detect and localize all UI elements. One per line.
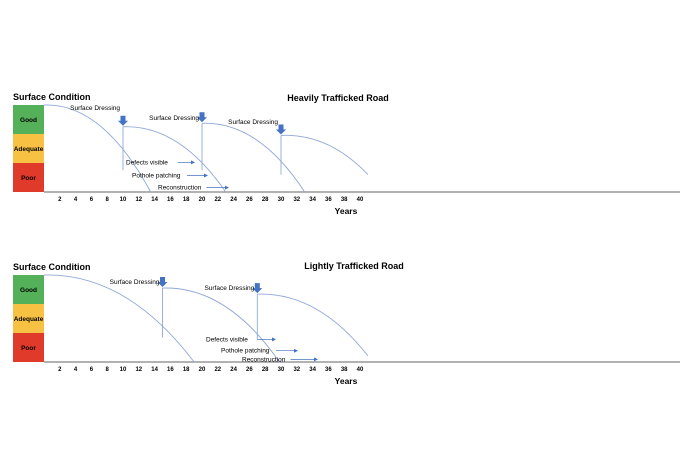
x-tick-label: 8 (106, 367, 110, 373)
lightly-trafficked-chart: Surface Condition Lightly Trafficked Road… (13, 261, 680, 386)
x-tick-label: 30 (278, 197, 285, 203)
y-axis-label: Surface Condition (13, 262, 91, 272)
down-arrow-icon (276, 124, 286, 135)
x-tick-label: 22 (214, 367, 221, 373)
x-axis-label: Years (335, 206, 358, 216)
annotation-label: Pothole patching (221, 348, 270, 355)
x-tick-label: 26 (246, 197, 253, 203)
x-tick-label: 28 (262, 367, 269, 373)
x-tick-label: 2 (58, 367, 62, 373)
x-tick-label: 4 (74, 367, 78, 373)
band-adequate (13, 134, 44, 163)
x-tick-label: 24 (230, 367, 237, 373)
x-tick-label: 30 (278, 367, 285, 373)
lightly-trafficked-panel: Surface Condition Lightly Trafficked Road… (0, 255, 693, 420)
x-tick-label: 26 (246, 367, 253, 373)
band-good (13, 275, 44, 304)
heavily-trafficked-chart: Surface Condition Heavily Trafficked Road… (13, 92, 680, 216)
x-tick-label: 14 (151, 197, 158, 203)
band-label-adequate: Adequate (14, 146, 44, 153)
annotation-label: Reconstruction (242, 356, 286, 363)
x-tick-label: 28 (262, 197, 269, 203)
band-label-good: Good (20, 287, 37, 294)
band-label-adequate: Adequate (14, 316, 44, 323)
right-arrow-icon (225, 185, 229, 190)
right-arrow-icon (191, 160, 195, 165)
x-tick-label: 40 (357, 197, 364, 203)
down-arrow-icon (252, 283, 263, 294)
deterioration-curve (280, 134, 369, 175)
band-label-good: Good (20, 117, 37, 124)
x-tick-label: 34 (309, 367, 316, 373)
x-tick-label: 6 (90, 367, 94, 373)
surface-dressing-label: Surface Dressing (70, 105, 120, 112)
surface-dressing-label: Surface Dressing (149, 115, 199, 122)
x-tick-label: 4 (74, 197, 78, 203)
heavily-trafficked-panel: Surface Condition Heavily Trafficked Road… (0, 85, 693, 250)
x-tick-label: 36 (325, 367, 332, 373)
surface-dressing-label: Surface Dressing (110, 279, 160, 286)
deterioration-curve (201, 122, 306, 193)
x-tick-label: 32 (293, 197, 300, 203)
annotation-label: Defects visible (126, 159, 168, 166)
band-poor (13, 163, 44, 192)
annotation-label: Defects visible (206, 336, 248, 343)
x-tick-label: 6 (90, 197, 94, 203)
x-tick-label: 38 (341, 197, 348, 203)
right-arrow-icon (314, 357, 318, 362)
x-tick-label: 10 (120, 367, 127, 373)
x-tick-label: 36 (325, 197, 332, 203)
x-tick-label: 10 (120, 197, 127, 203)
x-tick-label: 22 (214, 197, 221, 203)
band-label-poor: Poor (21, 345, 36, 352)
x-tick-label: 8 (106, 197, 110, 203)
right-arrow-icon (204, 173, 208, 178)
band-poor (13, 333, 44, 362)
annotation-label: Reconstruction (158, 185, 202, 192)
x-tick-label: 20 (199, 197, 206, 203)
x-tick-label: 18 (183, 197, 190, 203)
x-tick-label: 34 (309, 197, 316, 203)
x-tick-label: 16 (167, 367, 174, 373)
x-tick-label: 12 (135, 367, 142, 373)
deterioration-curve (43, 274, 195, 363)
deterioration-curve (122, 126, 227, 193)
x-tick-label: 12 (135, 197, 142, 203)
y-axis-label: Surface Condition (13, 92, 91, 102)
x-tick-label: 38 (341, 367, 348, 373)
band-label-poor: Poor (21, 175, 36, 182)
x-tick-label: 40 (357, 367, 364, 373)
surface-dressing-label: Surface Dressing (204, 285, 254, 292)
deterioration-curve (162, 287, 280, 363)
x-tick-label: 16 (167, 197, 174, 203)
band-good (13, 105, 44, 134)
down-arrow-icon (197, 112, 207, 123)
right-arrow-icon (272, 337, 276, 342)
down-arrow-icon (157, 277, 168, 288)
deterioration-curve (43, 104, 152, 193)
down-arrow-icon (118, 115, 128, 126)
chart-title: Lightly Trafficked Road (304, 261, 404, 271)
surface-dressing-label: Surface Dressing (228, 119, 278, 126)
annotation-label: Pothole patching (132, 172, 181, 179)
x-axis-label: Years (335, 376, 358, 386)
right-arrow-icon (294, 348, 298, 353)
chart-title: Heavily Trafficked Road (287, 93, 389, 103)
x-tick-label: 20 (199, 367, 206, 373)
band-adequate (13, 304, 44, 333)
x-tick-label: 18 (183, 367, 190, 373)
x-tick-label: 32 (293, 367, 300, 373)
x-tick-label: 2 (58, 197, 62, 203)
x-tick-label: 24 (230, 197, 237, 203)
deterioration-curve (257, 293, 369, 357)
x-tick-label: 14 (151, 367, 158, 373)
